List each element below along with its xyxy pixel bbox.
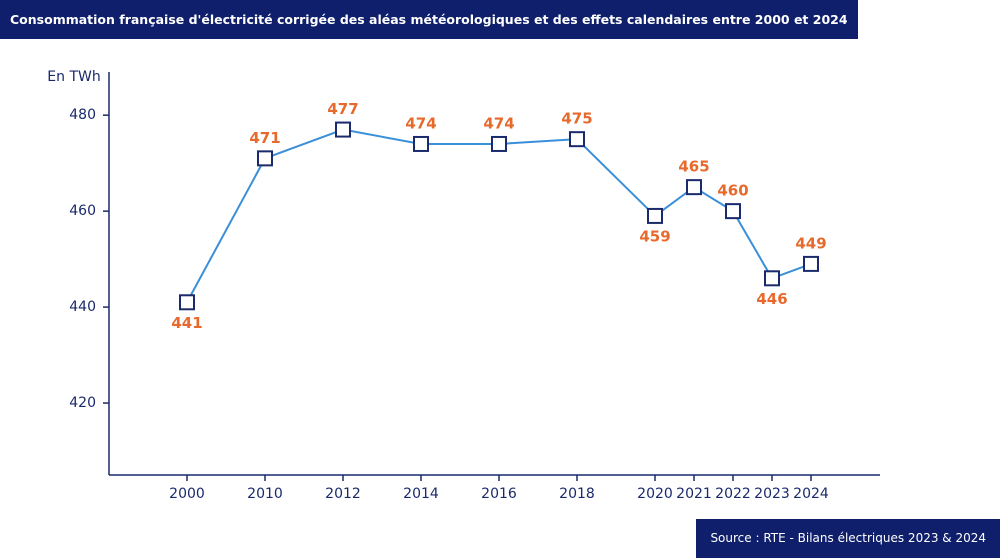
x-tick-label: 2022 <box>715 486 751 502</box>
line <box>186 128 812 303</box>
marker <box>725 203 741 220</box>
x-tick-label: 2021 <box>676 486 712 502</box>
data-label: 477 <box>327 100 358 118</box>
y-tick-label: 480 <box>69 107 96 123</box>
y-tick-label: 460 <box>69 203 96 219</box>
data-label: 449 <box>795 234 826 252</box>
marker <box>569 131 585 148</box>
x-tick-label: 2023 <box>754 486 790 502</box>
marker <box>257 150 273 167</box>
data-label: 474 <box>405 114 436 132</box>
source: Source : RTE - Bilans électriques 2023 &… <box>696 519 1000 558</box>
marker <box>491 135 507 152</box>
x-tick-label: 2010 <box>247 486 283 502</box>
y-tick-label: 420 <box>69 395 96 411</box>
data-label: 474 <box>483 114 514 132</box>
x-tick-label: 2012 <box>325 486 361 502</box>
marker <box>335 121 351 138</box>
marker <box>647 207 663 224</box>
x-tick-label: 2000 <box>169 486 205 502</box>
marker <box>413 135 429 152</box>
x-tick-label: 2018 <box>559 486 595 502</box>
marker <box>686 179 702 196</box>
data-label: 441 <box>171 314 202 332</box>
data-label: 460 <box>717 182 748 200</box>
x-tick-label: 2014 <box>403 486 439 502</box>
data-label: 471 <box>249 129 280 147</box>
data-label: 475 <box>561 110 592 128</box>
data-label: 446 <box>756 290 787 308</box>
data-label: 459 <box>639 227 670 245</box>
y-tick-label: 440 <box>69 299 96 315</box>
marker <box>179 294 195 311</box>
chart-title: Consommation française d'électricité cor… <box>0 0 858 39</box>
x-tick-label: 2016 <box>481 486 517 502</box>
marker <box>803 255 819 272</box>
x-tick-label: 2024 <box>793 486 829 502</box>
x-tick-label: 2020 <box>637 486 673 502</box>
y-axis-label: En TWh <box>47 69 100 85</box>
data-label: 465 <box>678 158 709 176</box>
marker <box>764 270 780 287</box>
